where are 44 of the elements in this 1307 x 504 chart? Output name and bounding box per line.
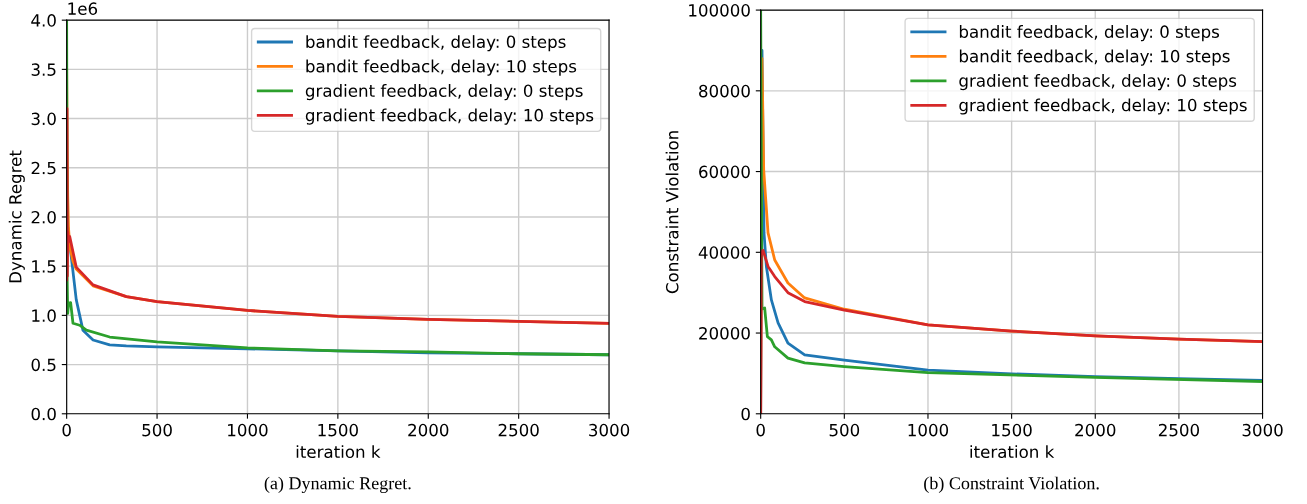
y-tick-label: 100000 (689, 4, 750, 17)
y-tick-label: 2.0 (31, 210, 56, 224)
y-axis-title: Dynamic Regret (8, 150, 25, 283)
y-tick-label: 20000 (699, 327, 750, 340)
legend-label: gradient feedback, delay: 10 steps (959, 98, 1247, 115)
x-tick-label: 500 (829, 423, 860, 437)
y-tick-label: 0.0 (31, 407, 56, 421)
y-tick-label: 2.5 (31, 161, 56, 175)
y-tick-label: 3.0 (31, 112, 56, 126)
legend-label: gradient feedback, delay: 0 steps (305, 84, 583, 101)
x-tick-label: 1000 (908, 423, 949, 437)
text: 1e6 (68, 2, 98, 15)
y-axis-title: Constraint Violation (665, 131, 679, 294)
x-axis-title: iteration k (970, 445, 1055, 459)
legend-label: bandit feedback, delay: 10 steps (306, 59, 577, 76)
x-tick-label: 3000 (1242, 423, 1283, 437)
x-tick-label: 500 (142, 423, 172, 437)
x-tick-label: 1500 (992, 423, 1032, 437)
y-tick-label: 40000 (698, 246, 750, 259)
y-tick-label: 1.0 (32, 309, 56, 322)
legend-label: gradient feedback, delay: 10 steps (305, 108, 594, 125)
legend-label: bandit feedback, delay: 0 steps (306, 35, 566, 52)
legend-label: gradient feedback, delay: 0 steps (959, 74, 1237, 91)
x-tick-label: 2500 (1158, 423, 1200, 437)
x-tick-label: 2000 (408, 423, 449, 437)
y-tick-label: 0 (741, 407, 750, 421)
x-tick-label: 1500 (318, 423, 358, 437)
x-tick-label: 2000 (1075, 423, 1116, 437)
y-tick-label: 1.5 (32, 260, 56, 273)
x-tick-label: 0 (62, 423, 71, 437)
y-tick-label: 60000 (699, 165, 750, 179)
x-tick-label: 3000 (589, 423, 630, 437)
x-tick-label: 2500 (498, 423, 539, 437)
y-tick-label: 4.0 (31, 14, 56, 27)
legend-label: bandit feedback, delay: 0 steps (959, 25, 1220, 42)
legend-label: bandit feedback, delay: 10 steps (959, 49, 1230, 66)
text: (a) Dynamic Regret. (264, 476, 411, 494)
x-tick-label: 0 (756, 423, 765, 437)
y-tick-label: 80000 (699, 84, 750, 98)
x-axis-title: iteration k (296, 445, 381, 459)
y-tick-label: 3.5 (31, 63, 56, 76)
x-tick-label: 1000 (228, 423, 268, 437)
text: (b) Constraint Violation. (924, 476, 1099, 494)
y-tick-label: 0.5 (31, 358, 56, 372)
